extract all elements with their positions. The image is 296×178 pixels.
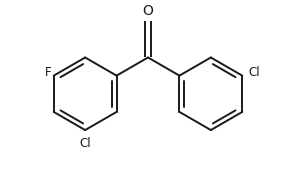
Text: Cl: Cl [248, 66, 260, 79]
Text: F: F [45, 66, 51, 79]
Text: Cl: Cl [79, 137, 91, 150]
Text: O: O [143, 4, 153, 18]
